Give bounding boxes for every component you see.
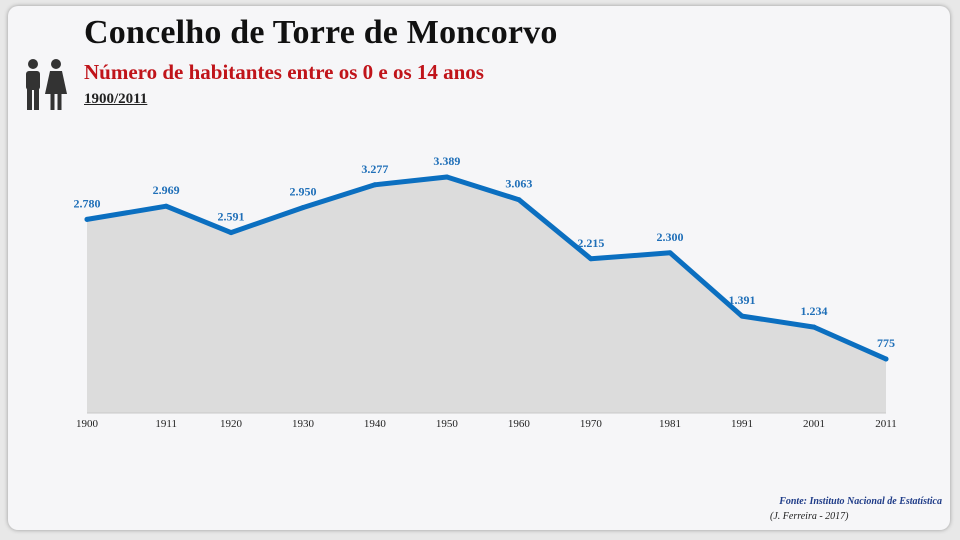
data-point-2011 <box>883 356 889 362</box>
area-fill <box>87 177 886 413</box>
data-label-2011: 775 <box>877 336 895 350</box>
data-label-1950: 3.389 <box>433 154 460 168</box>
data-label-1930: 2.950 <box>289 185 316 199</box>
data-label-1970: 2.215 <box>577 236 604 250</box>
x-tick-2001: 2001 <box>803 418 825 430</box>
data-point-1911 <box>163 203 169 209</box>
x-tick-1981: 1981 <box>659 418 681 430</box>
period-label: 1900/2011 <box>84 91 148 107</box>
data-label-1900: 2.780 <box>74 196 101 210</box>
data-point-1930 <box>300 205 306 211</box>
x-tick-2011: 2011 <box>875 418 897 430</box>
x-tick-1950: 1950 <box>436 418 459 430</box>
data-point-1960 <box>516 197 522 203</box>
data-label-1991: 1.391 <box>729 293 756 307</box>
author-note: (J. Ferreira - 2017) <box>770 511 849 522</box>
series-line <box>84 174 889 362</box>
source-note: Fonte: Instituto Nacional de Estatística <box>779 496 942 507</box>
x-tick-1940: 1940 <box>364 418 387 430</box>
chart-subtitle: Número de habitantes entre os 0 e os 14 … <box>84 60 484 84</box>
data-point-1940 <box>372 182 378 188</box>
x-tick-1920: 1920 <box>220 418 243 430</box>
data-label-1920: 2.591 <box>217 210 244 224</box>
x-tick-1970: 1970 <box>580 418 603 430</box>
x-tick-1911: 1911 <box>155 418 177 430</box>
data-label-1940: 3.277 <box>361 162 388 176</box>
data-point-1981 <box>667 250 673 256</box>
data-label-2001: 1.234 <box>801 304 828 318</box>
data-point-1970 <box>588 256 594 262</box>
chart-title: Concelho de Torre de Moncorvo <box>84 14 558 51</box>
data-point-1920 <box>228 230 234 236</box>
data-point-2001 <box>811 324 817 330</box>
data-label-1911: 2.969 <box>153 183 180 197</box>
x-tick-1900: 1900 <box>76 418 99 430</box>
data-point-1900 <box>84 216 90 222</box>
data-label-1981: 2.300 <box>657 230 684 244</box>
x-tick-1960: 1960 <box>508 418 531 430</box>
x-tick-1991: 1991 <box>731 418 753 430</box>
data-point-1950 <box>444 174 450 180</box>
data-point-1991 <box>739 313 745 319</box>
data-label-1960: 3.063 <box>505 177 532 191</box>
x-tick-1930: 1930 <box>292 418 315 430</box>
man-woman-icon <box>26 59 67 110</box>
